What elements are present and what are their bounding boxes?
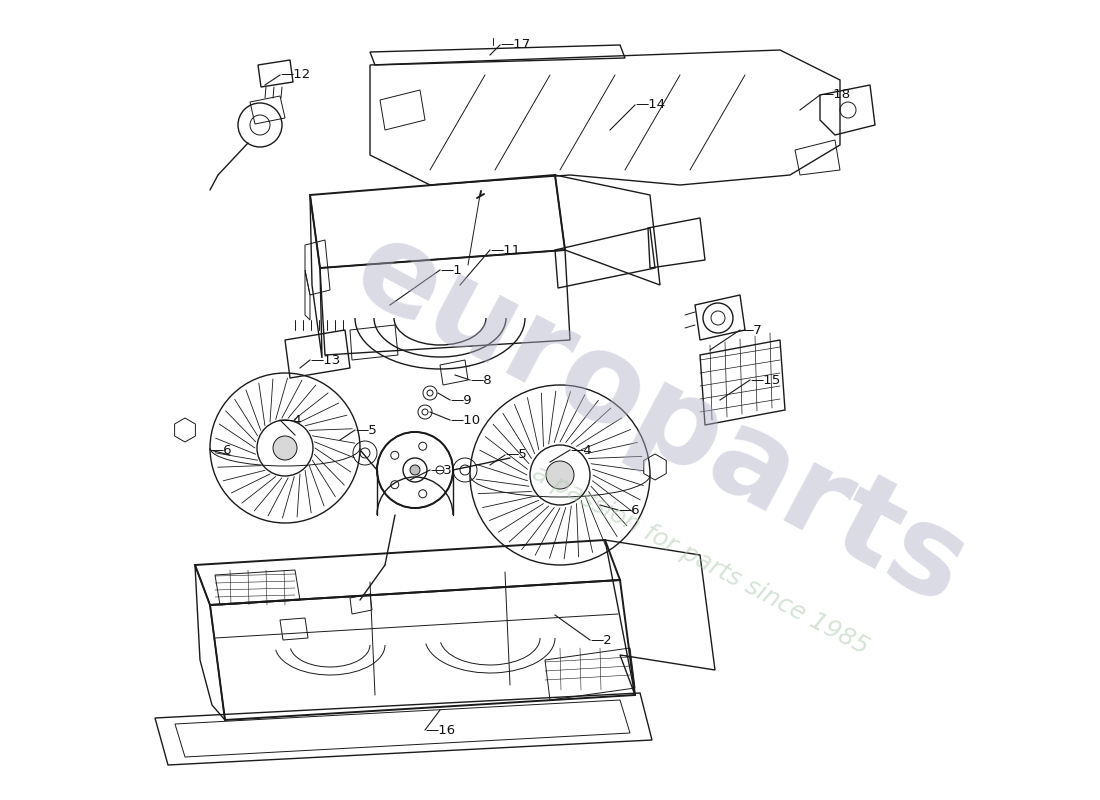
Text: —7: —7 bbox=[740, 323, 761, 337]
Text: —8: —8 bbox=[470, 374, 492, 386]
Text: —2: —2 bbox=[590, 634, 612, 646]
Text: a passion for parts since 1985: a passion for parts since 1985 bbox=[528, 461, 872, 659]
Text: —11: —11 bbox=[490, 243, 520, 257]
Text: —3: —3 bbox=[430, 463, 452, 477]
Text: —13: —13 bbox=[310, 354, 340, 366]
Text: —5: —5 bbox=[355, 423, 376, 437]
Text: —18: —18 bbox=[820, 89, 850, 102]
Text: —14: —14 bbox=[635, 98, 666, 111]
Text: —10: —10 bbox=[450, 414, 480, 426]
Text: —1: —1 bbox=[440, 263, 462, 277]
Text: —16: —16 bbox=[425, 723, 455, 737]
Text: —9: —9 bbox=[450, 394, 472, 406]
Text: —12: —12 bbox=[280, 69, 310, 82]
Circle shape bbox=[546, 461, 574, 489]
Text: —6: —6 bbox=[210, 443, 232, 457]
Text: —17: —17 bbox=[500, 38, 530, 51]
Circle shape bbox=[273, 436, 297, 460]
Circle shape bbox=[410, 465, 420, 475]
Text: —5: —5 bbox=[505, 449, 527, 462]
Text: —15: —15 bbox=[750, 374, 780, 386]
Text: —4: —4 bbox=[570, 443, 592, 457]
Text: —4: —4 bbox=[280, 414, 301, 426]
Text: —6: —6 bbox=[618, 503, 639, 517]
Text: europarts: europarts bbox=[334, 210, 986, 630]
